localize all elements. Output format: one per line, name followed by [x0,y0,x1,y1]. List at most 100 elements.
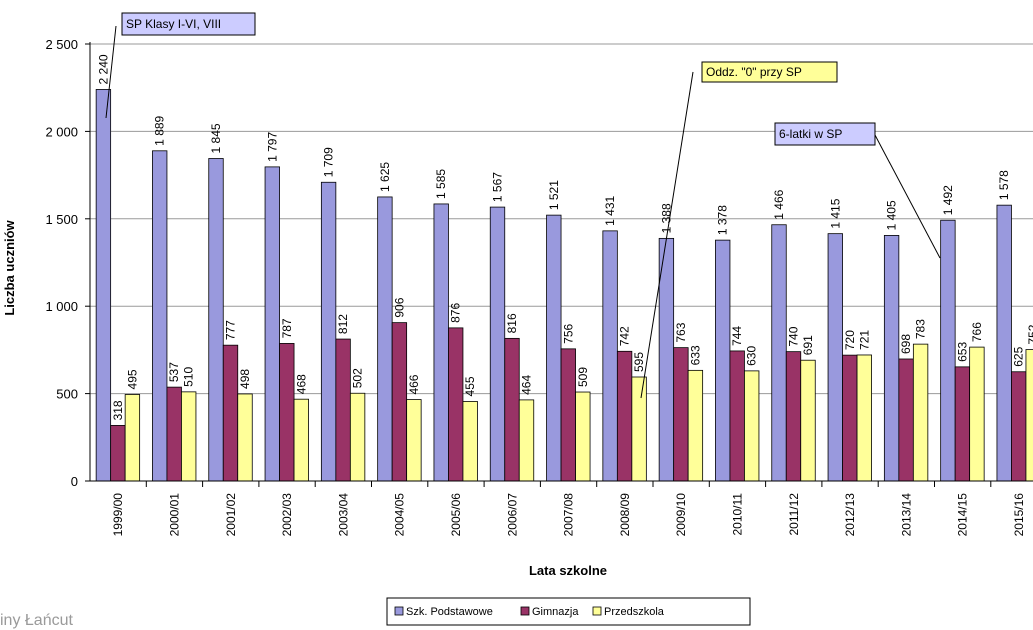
legend-box [386,597,751,626]
bar [335,338,351,482]
y-tick-label: 500 [56,387,78,402]
data-label: 766 [970,322,984,342]
callout-box [701,61,838,83]
data-label: 318 [111,400,125,420]
bar [406,399,422,482]
x-tick-labels: 1999/00 2000/01 2001/02 2002/03 2003/04 2004/… [111,493,1026,537]
x-tick-label: 2002/03 [280,493,294,537]
x-tick-label: 2011/12 [787,493,801,536]
data-label: 777 [224,320,238,340]
bar [785,351,802,482]
y-tick-label: 1 500 [45,212,78,227]
y-tick-label: 2 500 [45,37,78,52]
y-axis-title: Liczba uczniów [2,219,17,315]
bar [222,344,239,482]
data-label: 787 [280,318,294,338]
legend-label: Gimnazja [532,606,579,618]
x-tick-label: 2007/08 [562,493,576,537]
data-label: 1 521 [547,180,561,210]
bar [433,203,449,482]
data-label: 1 797 [265,132,279,162]
bar [124,394,141,482]
callouts: SP Klasy I-VI, VIII Oddz. "0" przy SP 6-la… [105,12,941,399]
data-label: 1 845 [209,123,223,153]
data-label: 537 [167,362,181,382]
x-tick-label: 2006/07 [505,493,519,537]
bar [954,366,971,482]
data-label: 633 [688,345,702,365]
data-label: 783 [914,319,928,339]
bar [658,237,675,482]
bar [827,233,843,482]
data-label: 816 [505,313,519,333]
data-label: 740 [787,326,801,346]
y-tick-labels: 0 500 1 000 1 500 2 000 2 500 [45,37,78,489]
legend-swatch [592,606,602,616]
bar [575,391,591,482]
bar [448,327,464,482]
callout-text: Oddz. "0" przy SP [706,65,802,79]
data-label: 876 [449,303,463,323]
callout-box [774,122,876,146]
data-label: 1 378 [716,205,730,235]
bar [237,393,253,482]
x-tick-label: 2005/06 [449,493,463,537]
bar [166,386,182,482]
data-label: 455 [463,376,477,396]
x-tick-label: 2008/09 [618,493,632,537]
x-tick-label: 1999/00 [111,493,125,537]
data-label: 812 [336,314,350,334]
x-tick-label: 2000/01 [167,493,181,537]
bar [883,235,900,482]
bar [800,359,816,482]
bar [602,230,618,482]
bar [208,158,224,482]
data-label: 1 415 [828,198,842,228]
data-label: 720 [843,330,857,350]
bar [349,392,366,482]
data-label: 625 [1012,346,1026,366]
bar [898,358,914,482]
bar [969,346,985,482]
x-tick-label: 2015/16 [1012,493,1026,537]
legend-swatch [520,606,530,616]
bar [631,376,647,482]
data-label: 721 [857,330,871,350]
x-tick-label: 2013/14 [899,493,913,537]
y-tick-label: 0 [71,474,78,489]
data-label: 502 [351,368,365,388]
bar [729,350,745,482]
data-label: 498 [238,369,252,389]
data-label: 1 567 [491,172,505,202]
data-label: 595 [632,352,646,372]
x-tick-label: 2014/15 [956,493,970,537]
bar [320,181,337,482]
bar [504,337,520,482]
bar [110,425,126,482]
data-label: 691 [801,335,815,355]
data-label: 1 405 [885,200,899,230]
bar [518,399,535,482]
footer-fragment: iny Łańcut [0,612,73,629]
bar [181,391,197,482]
data-label: 1 492 [941,185,955,215]
bar [673,347,689,482]
data-label: 510 [182,367,196,387]
bar [391,322,408,482]
callout-text: SP Klasy I-VI, VIII [126,17,221,31]
data-label: 744 [730,326,744,346]
data-label: 752 [1026,324,1033,344]
legend-swatch [394,606,404,616]
bar [264,166,280,482]
bar [152,150,168,482]
data-label: 698 [899,334,913,354]
callout-text: 6-latki w SP [779,127,842,141]
data-label: 466 [407,374,421,394]
data-label: 1 585 [434,169,448,199]
bar [940,219,956,482]
callout-leader [105,25,117,119]
axes [85,42,1033,487]
legend: Szk. Podstawowe Gimnazja Przedszkola [386,597,751,626]
data-label: 1 431 [603,196,617,226]
